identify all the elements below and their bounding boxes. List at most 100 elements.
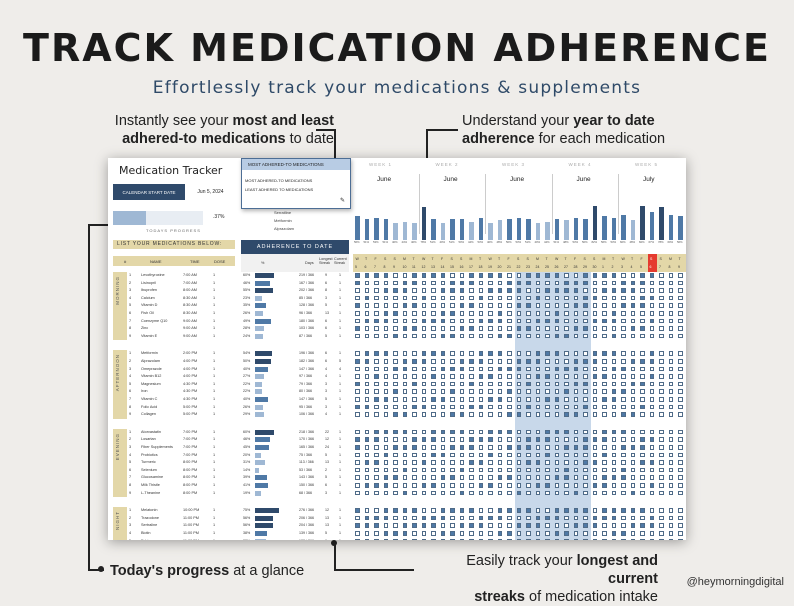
day-checkbox[interactable] — [364, 366, 369, 372]
day-checkbox[interactable] — [526, 531, 531, 536]
day-checkbox[interactable] — [459, 452, 464, 458]
day-checkbox[interactable] — [497, 288, 502, 293]
day-checkbox[interactable] — [573, 397, 578, 402]
day-checkbox[interactable] — [469, 538, 474, 540]
day-checkbox[interactable] — [564, 351, 569, 356]
day-checkbox[interactable] — [431, 351, 436, 356]
day-checkbox[interactable] — [374, 508, 379, 513]
day-checkbox[interactable] — [440, 366, 445, 372]
day-checkbox[interactable] — [545, 490, 550, 496]
day-checkbox[interactable] — [621, 460, 626, 465]
day-checkbox[interactable] — [640, 437, 645, 442]
day-checkbox[interactable] — [611, 412, 616, 417]
day-checkbox[interactable] — [431, 437, 436, 442]
day-checkbox[interactable] — [440, 475, 445, 480]
day-checkbox[interactable] — [402, 437, 407, 442]
day-checkbox[interactable] — [431, 467, 436, 473]
day-checkbox[interactable] — [459, 445, 464, 450]
day-checkbox[interactable] — [459, 333, 464, 339]
day-checkbox[interactable] — [516, 467, 521, 473]
day-checkbox[interactable] — [374, 351, 379, 356]
day-checkbox[interactable] — [431, 374, 436, 379]
day-checkbox[interactable] — [478, 374, 483, 379]
day-checkbox[interactable] — [659, 326, 664, 331]
day-checkbox[interactable] — [564, 273, 569, 278]
day-checkbox[interactable] — [659, 397, 664, 402]
day-checkbox[interactable] — [678, 412, 683, 417]
day-checkbox[interactable] — [554, 381, 559, 387]
day-checkbox[interactable] — [450, 397, 455, 402]
day-checkbox[interactable] — [592, 381, 597, 387]
day-checkbox[interactable] — [364, 389, 369, 394]
day-checkbox[interactable] — [431, 452, 436, 458]
day-checkbox[interactable] — [431, 318, 436, 324]
day-checkbox[interactable] — [583, 273, 588, 278]
day-checkbox[interactable] — [440, 452, 445, 458]
day-checkbox[interactable] — [488, 531, 493, 536]
day-checkbox[interactable] — [440, 538, 445, 540]
day-checkbox[interactable] — [374, 467, 379, 473]
day-checkbox[interactable] — [640, 311, 645, 316]
day-checkbox[interactable] — [469, 437, 474, 442]
day-checkbox[interactable] — [554, 303, 559, 308]
day-checkbox[interactable] — [402, 359, 407, 364]
day-checkbox[interactable] — [402, 318, 407, 324]
day-checkbox[interactable] — [592, 490, 597, 496]
day-checkbox[interactable] — [383, 538, 388, 540]
day-checkbox[interactable] — [659, 508, 664, 513]
med-name[interactable]: Selenium — [141, 467, 157, 472]
day-checkbox[interactable] — [393, 318, 398, 324]
day-checkbox[interactable] — [450, 429, 455, 435]
day-checkbox[interactable] — [659, 538, 664, 540]
day-checkbox[interactable] — [383, 311, 388, 316]
day-checkbox[interactable] — [469, 389, 474, 394]
day-checkbox[interactable] — [554, 508, 559, 513]
day-checkbox[interactable] — [640, 452, 645, 458]
day-checkbox[interactable] — [640, 445, 645, 450]
day-checkbox[interactable] — [554, 311, 559, 316]
day-checkbox[interactable] — [459, 475, 464, 480]
day-checkbox[interactable] — [516, 460, 521, 465]
day-checkbox[interactable] — [554, 452, 559, 458]
day-checkbox[interactable] — [374, 404, 379, 410]
day-checkbox[interactable] — [374, 538, 379, 540]
day-checkbox[interactable] — [516, 280, 521, 286]
day-checkbox[interactable] — [526, 295, 531, 301]
day-checkbox[interactable] — [659, 351, 664, 356]
day-checkbox[interactable] — [573, 429, 578, 435]
day-checkbox[interactable] — [573, 460, 578, 465]
med-name[interactable]: Probiotics — [141, 452, 158, 457]
day-checkbox[interactable] — [583, 445, 588, 450]
day-checkbox[interactable] — [497, 490, 502, 496]
day-checkbox[interactable] — [393, 490, 398, 496]
day-checkbox[interactable] — [592, 303, 597, 308]
day-checkbox[interactable] — [421, 490, 426, 496]
day-checkbox[interactable] — [573, 381, 578, 387]
day-checkbox[interactable] — [364, 490, 369, 496]
medication-row[interactable]: 5 Vitamin D 8:30 AM 1 — [127, 302, 235, 309]
day-checkbox[interactable] — [497, 452, 502, 458]
day-checkbox[interactable] — [440, 429, 445, 435]
day-checkbox[interactable] — [564, 445, 569, 450]
day-checkbox[interactable] — [507, 381, 512, 387]
day-checkbox[interactable] — [668, 311, 673, 316]
day-checkbox[interactable] — [592, 437, 597, 442]
day-checkbox[interactable] — [564, 475, 569, 480]
day-checkbox[interactable] — [469, 318, 474, 324]
day-checkbox[interactable] — [526, 288, 531, 293]
day-checkbox[interactable] — [374, 374, 379, 379]
day-checkbox[interactable] — [412, 467, 417, 473]
day-checkbox[interactable] — [535, 389, 540, 394]
day-checkbox[interactable] — [431, 295, 436, 301]
day-checkbox[interactable] — [516, 374, 521, 379]
day-checkbox[interactable] — [592, 452, 597, 458]
day-checkbox[interactable] — [412, 389, 417, 394]
day-checkbox[interactable] — [611, 303, 616, 308]
day-checkbox[interactable] — [497, 326, 502, 331]
day-checkbox[interactable] — [440, 412, 445, 417]
med-name[interactable]: Losartan — [141, 437, 156, 442]
day-checkbox[interactable] — [564, 452, 569, 458]
day-checkbox[interactable] — [668, 333, 673, 339]
day-checkbox[interactable] — [659, 429, 664, 435]
day-checkbox[interactable] — [383, 359, 388, 364]
